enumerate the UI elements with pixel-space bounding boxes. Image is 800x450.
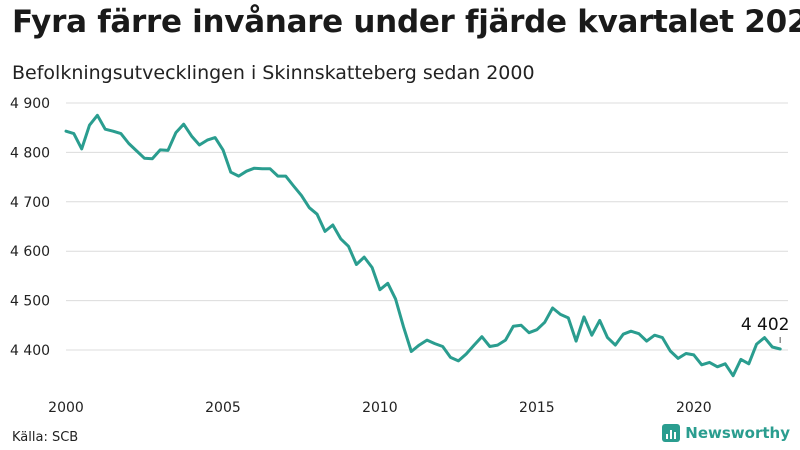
y-tick-label: 4 900 [10,96,50,112]
source-note: Källa: SCB [12,430,79,445]
chart-subtitle: Befolkningsutvecklingen i Skinnskatteber… [12,62,535,84]
y-tick-label: 4 500 [10,294,50,310]
x-tick-label: 2005 [205,400,241,416]
plot-area [64,113,782,378]
y-tick-label: 4 600 [10,244,50,260]
y-tick-label: 4 800 [10,145,50,161]
annotation: 4 402 [741,315,790,344]
chart-title: Fyra färre invånare under fjärde kvartal… [12,4,800,40]
brand-name: Newsworthy [685,424,790,442]
x-tick-label: 2020 [676,400,712,416]
annotation-label: 4 402 [741,315,790,335]
y-axis-ticks: 4 400 4 500 4 600 4 700 4 800 4 900 [10,96,50,359]
x-axis-ticks: 2000 2005 2010 2015 2020 [48,400,711,416]
brand-logo: Newsworthy [662,424,790,442]
y-tick-label: 4 400 [10,343,50,359]
x-tick-label: 2000 [48,400,84,416]
bar-chart-icon [662,424,681,442]
x-tick-label: 2015 [519,400,555,416]
y-tick-label: 4 700 [10,195,50,211]
series-line [64,113,782,378]
grid [66,102,788,351]
x-tick-label: 2010 [362,400,398,416]
